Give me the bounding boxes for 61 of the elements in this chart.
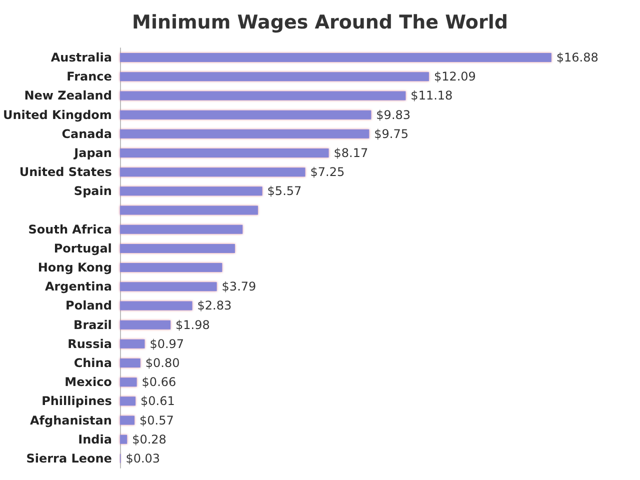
y-tick-label: Brazil: [74, 318, 112, 332]
data-label: $11.18: [410, 88, 453, 103]
data-label: $0.97: [150, 336, 184, 351]
y-tick-label: Canada: [62, 126, 112, 141]
bar: [120, 224, 243, 234]
bar: [120, 301, 192, 310]
y-tick-label: Afghanistan: [30, 413, 112, 428]
y-tick-label: Japan: [73, 146, 112, 160]
y-tick-label: South Africa: [28, 222, 112, 236]
bar: [120, 320, 171, 330]
y-tick-label: France: [66, 70, 112, 84]
bar: [120, 110, 372, 120]
data-label: $0.61: [140, 394, 175, 408]
data-label: $0.57: [139, 413, 174, 428]
bar: [120, 396, 136, 406]
data-label: $9.83: [376, 108, 411, 122]
data-label: $9.75: [374, 126, 408, 141]
y-tick-label: United Kingdom: [2, 108, 112, 122]
bar: [120, 53, 552, 62]
bar: [120, 244, 235, 253]
bar: [120, 434, 128, 444]
bar: [120, 416, 134, 425]
y-tick-label: Sierra Leone: [26, 451, 112, 466]
data-label: $0.66: [142, 375, 176, 390]
chart-title: Minimum Wages Around The World: [132, 12, 508, 34]
bar: [120, 186, 262, 196]
data-label: $0.28: [132, 432, 166, 446]
y-tick-label: United States: [19, 165, 112, 180]
bar: [120, 72, 429, 82]
data-label: $7.25: [310, 165, 345, 180]
bar: [120, 129, 370, 138]
y-tick-label: Spain: [74, 184, 112, 198]
bar: [120, 339, 145, 348]
y-tick-label: Phillipines: [42, 394, 112, 408]
bar: [120, 282, 217, 292]
data-label: $1.98: [176, 318, 210, 332]
y-tick-label: Mexico: [64, 375, 112, 390]
data-label: $5.57: [267, 184, 302, 198]
y-tick-label: Portugal: [54, 241, 112, 256]
y-tick-label: Russia: [68, 336, 112, 351]
data-label: $0.80: [145, 356, 180, 370]
bar: [120, 378, 137, 387]
y-tick-label: New Zealand: [24, 88, 112, 103]
data-label: $12.09: [434, 70, 476, 84]
data-label: $3.79: [222, 280, 256, 294]
y-tick-label: China: [74, 356, 112, 370]
data-label: $2.83: [197, 298, 232, 313]
bar: [120, 91, 406, 100]
bar: [120, 263, 222, 272]
bar: [120, 148, 329, 158]
y-tick-label: Hong Kong: [38, 260, 112, 275]
bar: [120, 168, 306, 177]
data-label: $16.88: [556, 50, 598, 65]
bar: [120, 358, 140, 368]
y-tick-label: Argentina: [44, 280, 112, 294]
data-label: $0.03: [126, 451, 160, 466]
data-label: $8.17: [334, 146, 368, 160]
y-tick-label: Australia: [50, 50, 112, 65]
y-tick-label: India: [78, 432, 112, 446]
bar: [120, 206, 258, 215]
y-tick-label: Poland: [66, 298, 112, 313]
